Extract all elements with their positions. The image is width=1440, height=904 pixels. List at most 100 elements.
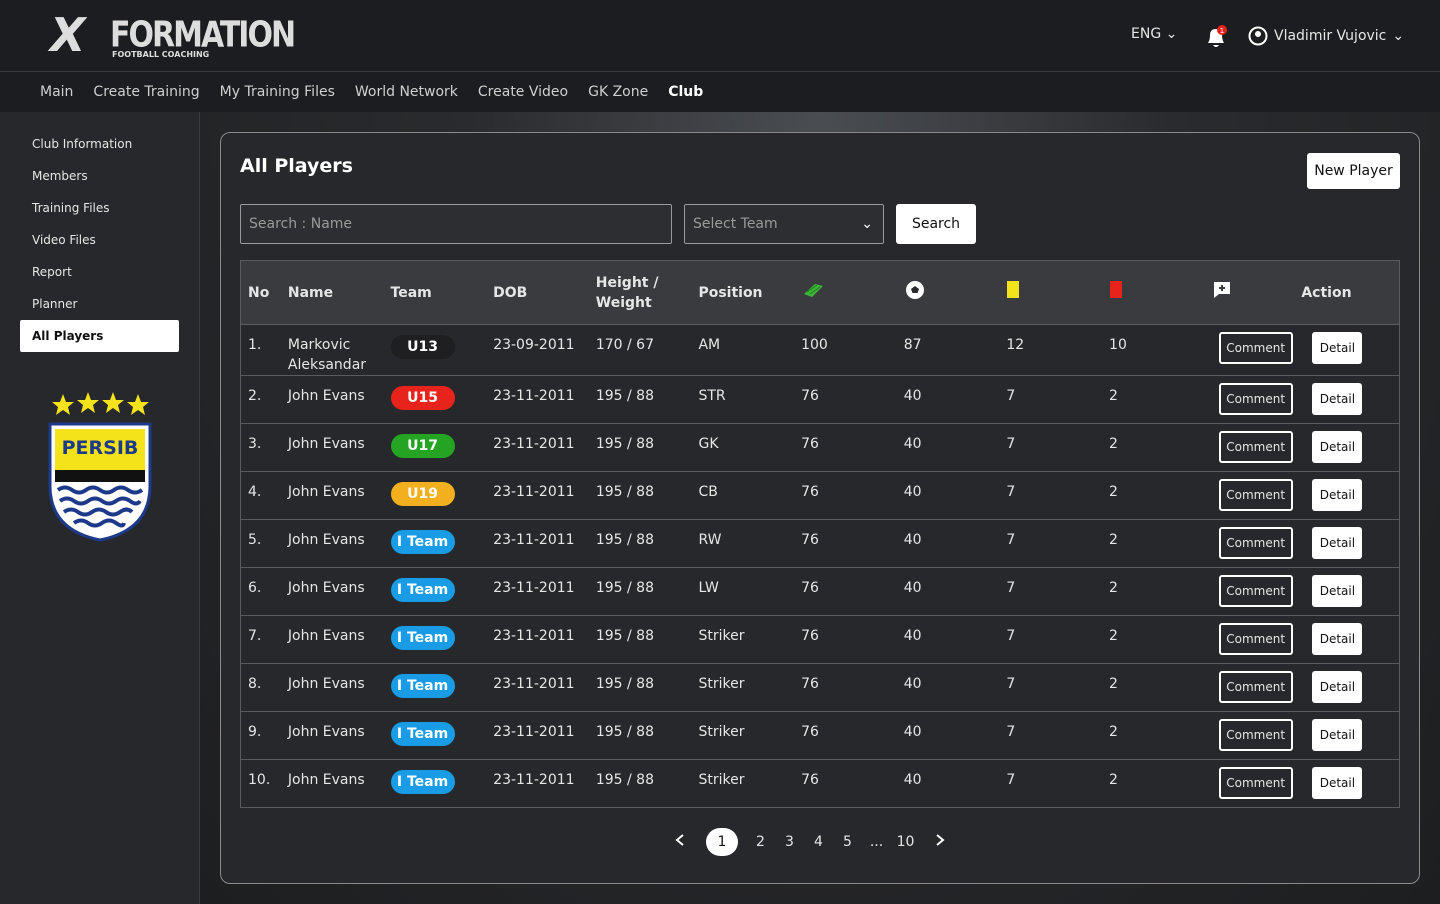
sidebar-item[interactable]: Club Information	[32, 137, 133, 151]
player-name: Markovic Aleksandar	[287, 337, 367, 373]
team-cell: I Team	[384, 616, 487, 663]
nav-item[interactable]: My Training Files	[219, 84, 335, 100]
comment-button[interactable]: Comment	[1218, 479, 1293, 511]
new-player-button[interactable]: New Player	[1307, 153, 1400, 189]
table-row: 10. John Evans I Team 23-11-2011 195 / 88 Str…	[241, 759, 1399, 807]
comment-button[interactable]: Comment	[1218, 383, 1293, 415]
dob: 23-11-2011	[493, 772, 575, 788]
page-number[interactable]: 4	[814, 834, 823, 850]
sidebar-item[interactable]: Training Files	[32, 201, 110, 215]
player-name: John Evans	[287, 580, 365, 596]
stat-value: 7	[1006, 388, 1016, 404]
nav-item[interactable]: World Network	[354, 84, 458, 100]
nav-item[interactable]: Create Video	[477, 84, 569, 100]
prev-page[interactable]	[660, 833, 700, 851]
stat-value: 7	[1006, 484, 1016, 500]
stat-value: 76	[801, 676, 819, 692]
detail-button[interactable]: Detail	[1312, 527, 1363, 559]
row-number: 2.	[248, 388, 262, 404]
detail-cell: Detail	[1294, 616, 1399, 663]
height-weight: 195 / 88	[595, 676, 654, 692]
detail-cell: Detail	[1294, 325, 1399, 375]
detail-button[interactable]: Detail	[1312, 767, 1363, 799]
stat-value: 2	[1109, 388, 1118, 404]
pagination: 1 2 3 4 5... 10	[660, 826, 980, 858]
page-number[interactable]: 10	[896, 834, 915, 850]
next-page[interactable]	[920, 833, 960, 851]
detail-cell: Detail	[1294, 760, 1399, 807]
detail-button[interactable]: Detail	[1312, 671, 1363, 703]
player-name: John Evans	[287, 484, 365, 500]
comment-button[interactable]: Comment	[1218, 719, 1293, 751]
comment-button[interactable]: Comment	[1218, 332, 1293, 364]
team-badge: I Team	[390, 770, 455, 794]
stat-value: 40	[903, 724, 922, 740]
position: Striker	[698, 676, 745, 692]
detail-button[interactable]: Detail	[1312, 431, 1363, 463]
position: STR	[698, 388, 726, 404]
column-icon	[999, 280, 1102, 306]
table-row: 2. John Evans U15 23-11-2011 195 / 88 STR 76 40…	[241, 375, 1399, 423]
stat-value: 40	[903, 628, 922, 644]
sidebar-item[interactable]: All Players	[20, 320, 179, 352]
height-weight: 195 / 88	[595, 532, 654, 548]
stat-value: 76	[801, 724, 819, 740]
team-cell: U15	[384, 376, 487, 423]
comment-button[interactable]: Comment	[1218, 671, 1293, 703]
page-number[interactable]: 2	[756, 834, 765, 850]
table-row: 1. Markovic Aleksandar U13 23-09-2011 170 / …	[241, 324, 1399, 375]
column-icon	[897, 279, 1000, 307]
sidebar-item[interactable]: Report	[32, 265, 72, 279]
team-cell: I Team	[384, 568, 487, 615]
team-badge: U19	[390, 482, 455, 506]
team-cell: I Team	[384, 520, 487, 567]
detail-button[interactable]: Detail	[1312, 719, 1363, 751]
sidebar-item[interactable]: Planner	[32, 297, 78, 311]
height-weight: 195 / 88	[595, 772, 654, 788]
language-select[interactable]: ENG ⌄	[1131, 26, 1178, 42]
comment-cell: Comment	[1205, 472, 1295, 519]
table-row: 4. John Evans U19 23-11-2011 195 / 88 CB 76 40 7…	[241, 471, 1399, 519]
position: RW	[698, 532, 722, 548]
position: AM	[698, 337, 721, 353]
detail-button[interactable]: Detail	[1312, 623, 1363, 655]
team-cell: U13	[384, 325, 487, 375]
comment-button[interactable]: Comment	[1218, 623, 1293, 655]
team-select[interactable]: Select Team ⌄	[684, 204, 884, 244]
search-input[interactable]: Search : Name	[240, 204, 672, 244]
row-number: 7.	[248, 628, 262, 644]
comment-button[interactable]: Comment	[1218, 575, 1293, 607]
detail-button[interactable]: Detail	[1312, 383, 1363, 415]
user-menu[interactable]: Vladimir Vujovic ⌄	[1248, 26, 1404, 46]
page-number[interactable]: 5	[843, 834, 852, 850]
team-badge: I Team	[390, 674, 455, 698]
player-name: John Evans	[287, 388, 365, 404]
nav-item[interactable]: GK Zone	[588, 84, 649, 100]
detail-button[interactable]: Detail	[1312, 332, 1363, 364]
sidebar: Club Information Members Training Files Vid…	[0, 112, 200, 904]
comment-button[interactable]: Comment	[1218, 431, 1293, 463]
search-button[interactable]: Search	[896, 204, 976, 244]
column-header: Action	[1301, 284, 1352, 301]
logo[interactable]: X FORMATION FOOTBALL COACHING	[40, 8, 296, 62]
team-cell: U17	[384, 424, 487, 471]
nav-bar: Main Create Training My Training Files Worl…	[0, 72, 1440, 112]
sidebar-item[interactable]: Members	[32, 169, 88, 183]
nav-item[interactable]: Main	[40, 84, 74, 100]
page-number[interactable]: 3	[785, 834, 794, 850]
nav-item[interactable]: Create Training	[93, 84, 200, 100]
detail-button[interactable]: Detail	[1312, 479, 1363, 511]
notification-bell[interactable]: 1	[1204, 24, 1228, 50]
sidebar-item[interactable]: Video Files	[32, 233, 96, 247]
stat-value: 40	[903, 580, 922, 596]
team-badge: I Team	[390, 626, 455, 650]
comment-button[interactable]: Comment	[1218, 767, 1293, 799]
nav-item[interactable]: Club	[668, 84, 704, 100]
detail-button[interactable]: Detail	[1312, 575, 1363, 607]
page-number[interactable]: ...	[869, 834, 884, 850]
page-number[interactable]: 1	[706, 828, 738, 856]
team-badge: I Team	[390, 530, 455, 554]
stat-value: 2	[1109, 580, 1118, 596]
comment-button[interactable]: Comment	[1218, 527, 1293, 559]
language: ENG	[1131, 26, 1162, 42]
